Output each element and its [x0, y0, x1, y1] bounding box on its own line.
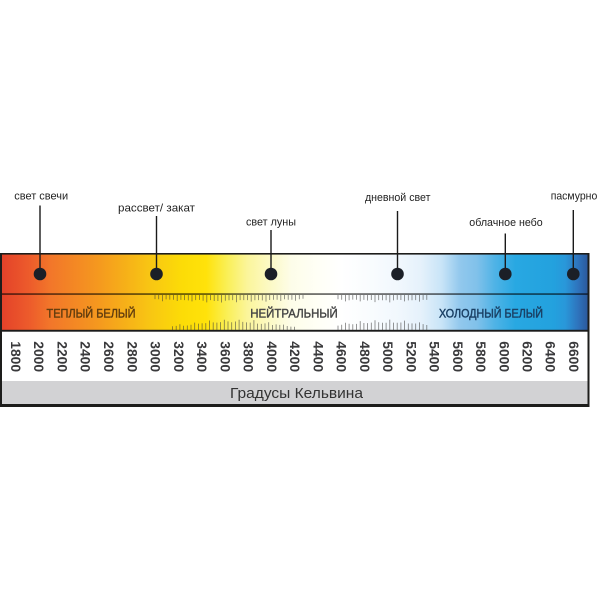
- svg-text:2000: 2000: [31, 341, 46, 372]
- svg-text:2200: 2200: [55, 341, 70, 372]
- svg-text:2400: 2400: [78, 341, 93, 372]
- svg-text:ТЕПЛЫЙ БЕЛЫЙ: ТЕПЛЫЙ БЕЛЫЙ: [47, 306, 136, 321]
- svg-text:дневной свет: дневной свет: [365, 192, 431, 204]
- svg-text:3400: 3400: [194, 341, 209, 372]
- svg-text:6200: 6200: [520, 341, 535, 372]
- svg-text:НЕЙТРАЛЬНЫЙ: НЕЙТРАЛЬНЫЙ: [250, 306, 338, 321]
- svg-text:1800: 1800: [8, 341, 23, 372]
- svg-text:свет луны: свет луны: [246, 217, 296, 229]
- svg-text:5200: 5200: [403, 341, 418, 372]
- svg-text:4400: 4400: [310, 341, 325, 372]
- svg-text:4000: 4000: [264, 341, 279, 372]
- svg-text:3800: 3800: [241, 341, 256, 372]
- svg-text:3600: 3600: [217, 341, 232, 372]
- svg-text:6400: 6400: [543, 341, 558, 372]
- svg-text:4600: 4600: [334, 341, 349, 372]
- svg-text:2600: 2600: [101, 341, 116, 372]
- svg-text:ХОЛОДНЫЙ БЕЛЫЙ: ХОЛОДНЫЙ БЕЛЫЙ: [439, 306, 543, 321]
- svg-text:рассвет/ закат: рассвет/ закат: [118, 202, 195, 214]
- svg-text:5800: 5800: [473, 341, 488, 372]
- svg-text:облачное небо: облачное небо: [469, 217, 542, 229]
- svg-text:пасмурно: пасмурно: [551, 191, 598, 203]
- svg-text:2800: 2800: [124, 341, 139, 372]
- svg-text:Градусы Кельвина: Градусы Кельвина: [230, 386, 364, 402]
- svg-text:6000: 6000: [496, 341, 511, 372]
- svg-text:3000: 3000: [148, 341, 163, 372]
- svg-text:свет свечи: свет свечи: [14, 190, 68, 202]
- svg-text:5600: 5600: [450, 341, 465, 372]
- svg-text:4200: 4200: [287, 341, 302, 372]
- svg-text:6600: 6600: [566, 341, 581, 372]
- svg-text:5000: 5000: [380, 341, 395, 372]
- svg-text:3200: 3200: [171, 341, 186, 372]
- svg-text:4800: 4800: [357, 341, 372, 372]
- svg-text:5400: 5400: [427, 341, 442, 372]
